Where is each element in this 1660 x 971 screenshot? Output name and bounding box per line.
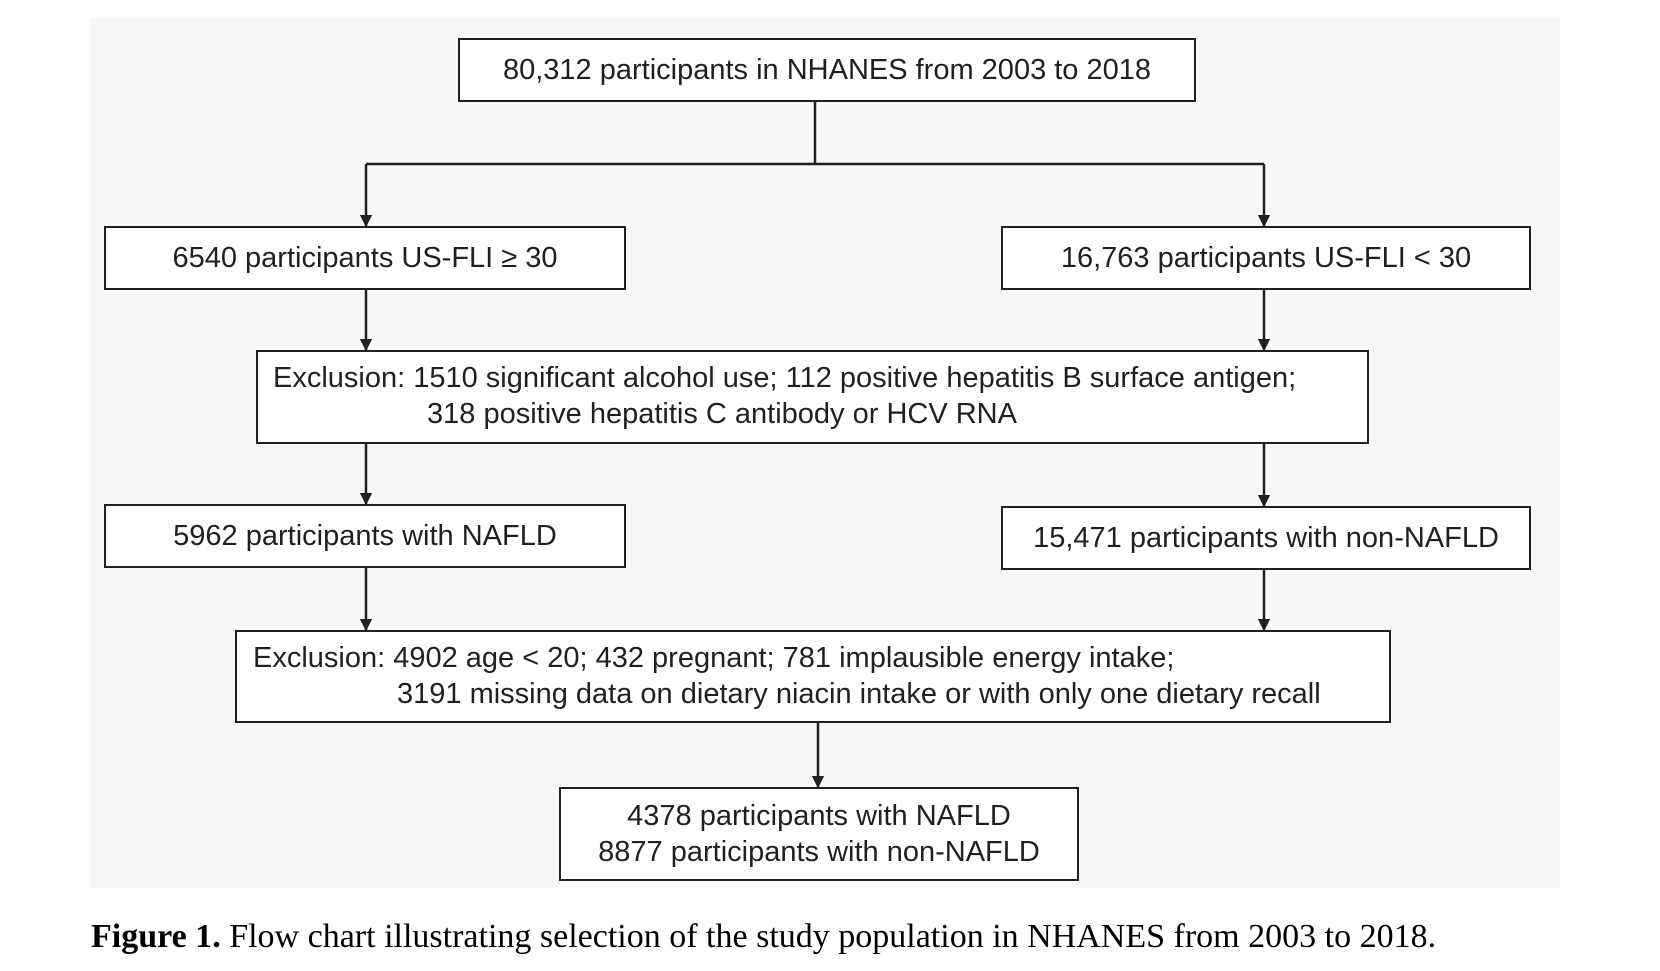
node-exclusion-1-line1: Exclusion: 1510 significant alcohol use;…: [273, 362, 1297, 394]
node-fli-low-label: 16,763 participants US-FLI < 30: [1060, 242, 1472, 274]
node-nafld-label: 5962 participants with NAFLD: [173, 520, 557, 552]
node-final-line1: 4378 participants with NAFLD: [627, 800, 1011, 832]
node-exclusion-1: Exclusion: 1510 significant alcohol use;…: [256, 350, 1369, 444]
node-exclusion-2: Exclusion: 4902 age < 20; 432 pregnant; …: [235, 630, 1391, 723]
node-exclusion-2-line2: 3191 missing data on dietary niacin inta…: [397, 678, 1321, 710]
node-non-nafld: 15,471 participants with non-NAFLD: [1001, 506, 1531, 570]
node-exclusion-1-line2: 318 positive hepatitis C antibody or HCV…: [427, 398, 1017, 430]
node-total: 80,312 participants in NHANES from 2003 …: [458, 38, 1196, 102]
node-nafld: 5962 participants with NAFLD: [104, 504, 626, 568]
node-final: 4378 participants with NAFLD 8877 partic…: [559, 787, 1079, 881]
figure-caption-label: Figure 1.: [91, 918, 221, 955]
node-total-label: 80,312 participants in NHANES from 2003 …: [502, 54, 1152, 86]
figure-caption-text: Flow chart illustrating selection of the…: [220, 918, 1437, 955]
node-fli-high: 6540 participants US-FLI ≥ 30: [104, 226, 626, 290]
figure-caption: Figure 1. Flow chart illustrating select…: [91, 918, 1651, 956]
node-fli-high-label: 6540 participants US-FLI ≥ 30: [172, 242, 558, 274]
node-fli-low: 16,763 participants US-FLI < 30: [1001, 226, 1531, 290]
node-exclusion-2-line1: Exclusion: 4902 age < 20; 432 pregnant; …: [253, 642, 1175, 674]
node-final-line2: 8877 participants with non-NAFLD: [598, 836, 1040, 868]
node-non-nafld-label: 15,471 participants with non-NAFLD: [1033, 522, 1499, 554]
